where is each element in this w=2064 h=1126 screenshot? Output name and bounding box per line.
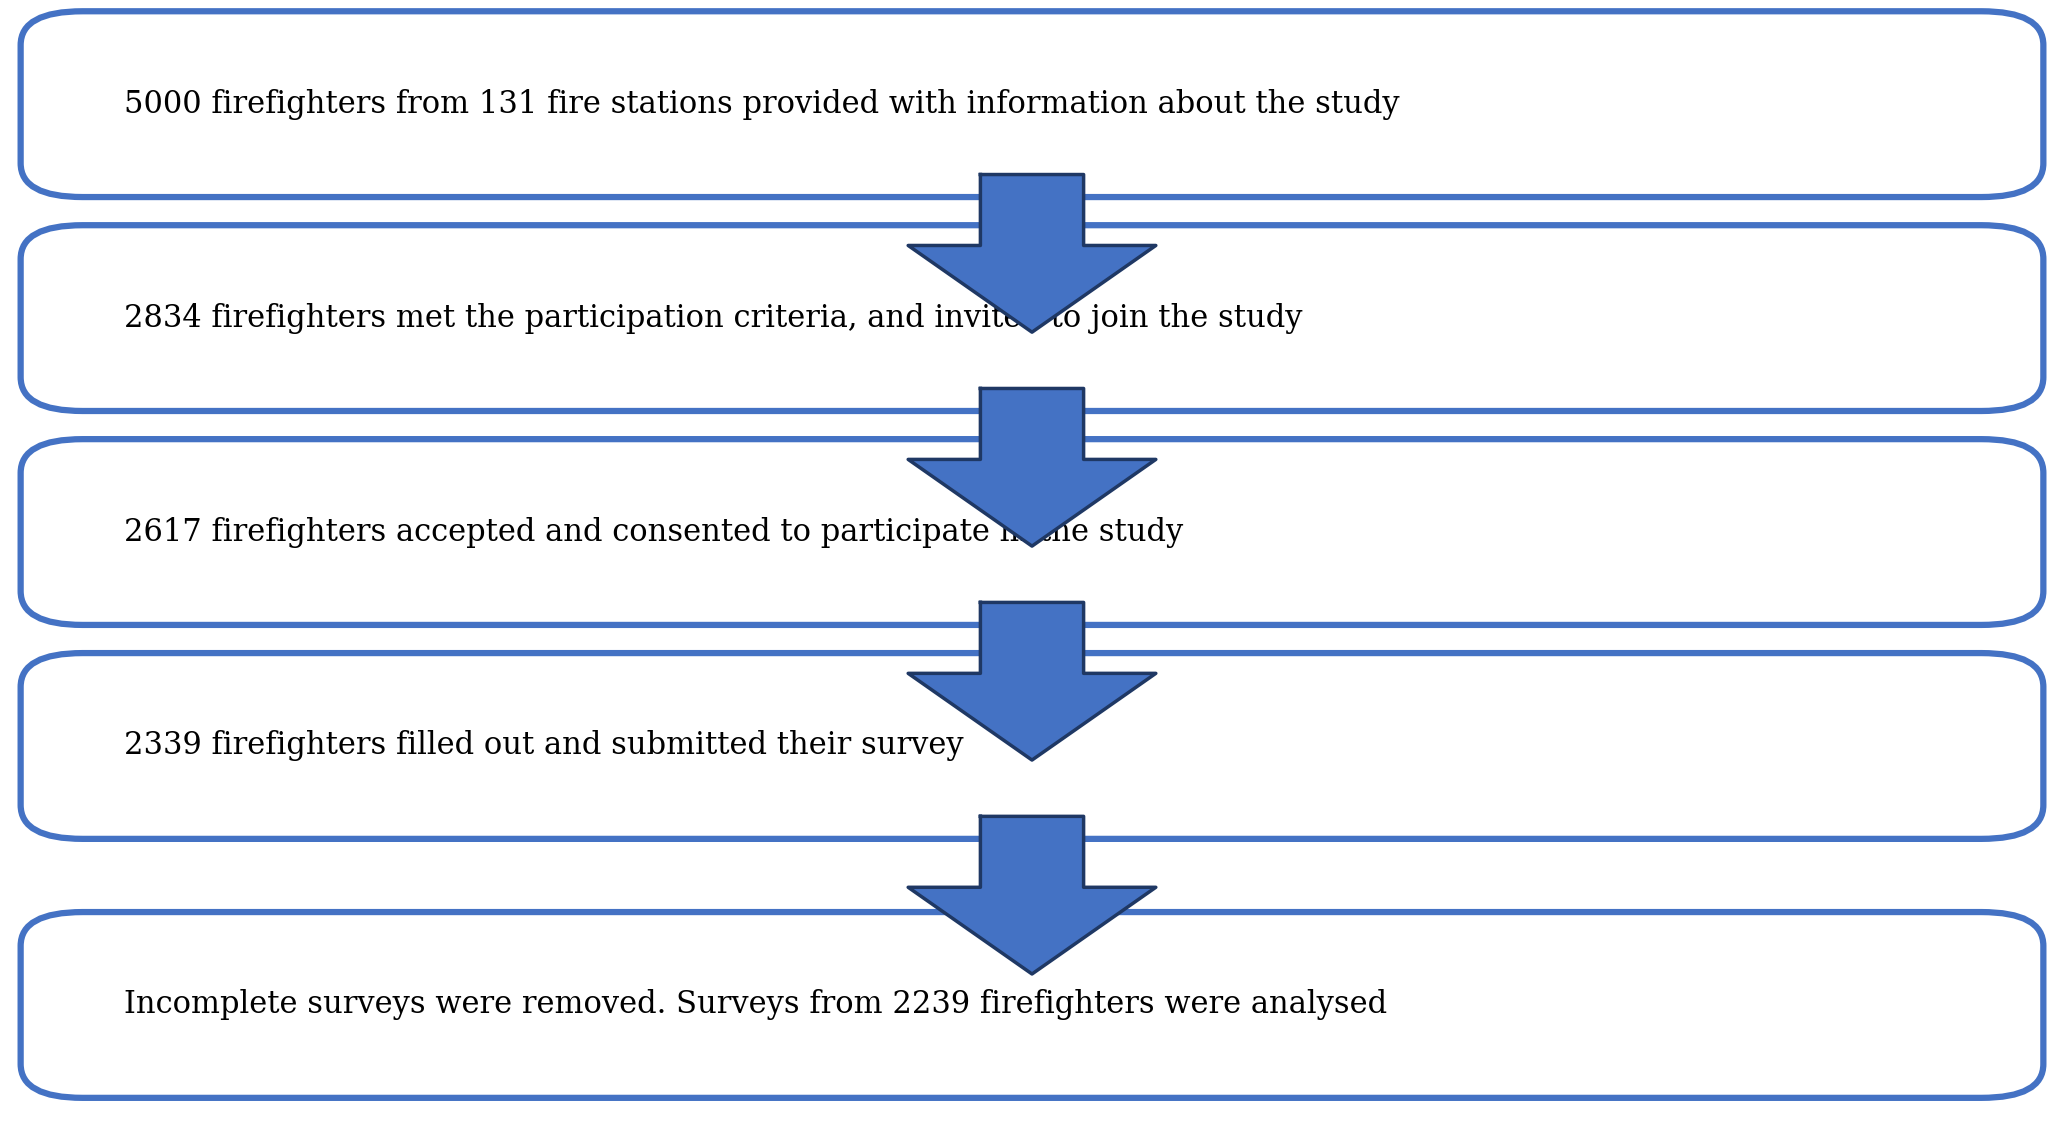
Text: 2617 firefighters accepted and consented to participate in the study: 2617 firefighters accepted and consented… <box>124 517 1183 547</box>
Polygon shape <box>908 388 1156 546</box>
FancyBboxPatch shape <box>21 439 2043 625</box>
Polygon shape <box>908 602 1156 760</box>
FancyBboxPatch shape <box>21 653 2043 839</box>
FancyBboxPatch shape <box>21 912 2043 1098</box>
Polygon shape <box>908 175 1156 332</box>
FancyBboxPatch shape <box>21 225 2043 411</box>
Text: 2834 firefighters met the participation criteria, and invited to join the study: 2834 firefighters met the participation … <box>124 303 1302 333</box>
FancyBboxPatch shape <box>21 11 2043 197</box>
Text: Incomplete surveys were removed. Surveys from 2239 firefighters were analysed: Incomplete surveys were removed. Surveys… <box>124 990 1387 1020</box>
Text: 2339 firefighters filled out and submitted their survey: 2339 firefighters filled out and submitt… <box>124 731 964 761</box>
Polygon shape <box>908 816 1156 974</box>
Text: 5000 firefighters from 131 fire stations provided with information about the stu: 5000 firefighters from 131 fire stations… <box>124 89 1399 119</box>
